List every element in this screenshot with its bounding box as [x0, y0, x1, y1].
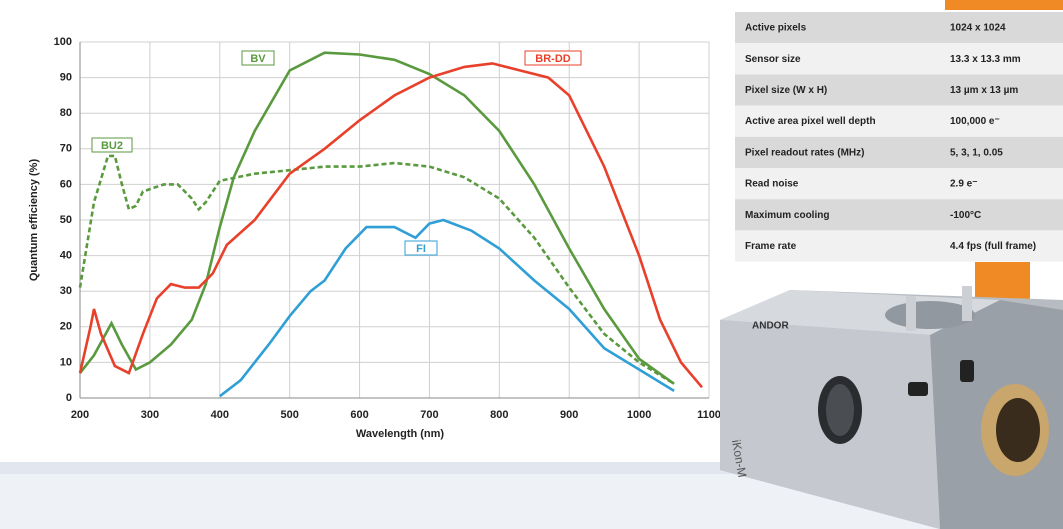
x-tick-label: 500 [280, 409, 298, 421]
x-tick-label: 600 [350, 409, 368, 421]
x-tick-label: 900 [560, 409, 578, 421]
y-tick-label: 30 [60, 285, 72, 297]
table-cell: 2.9 e⁻ [950, 179, 978, 190]
table-cell: Sensor size [745, 54, 801, 65]
series-label: BV [250, 53, 266, 65]
y-tick-label: 60 [60, 178, 72, 190]
table-cell: 4.4 fps (full frame) [950, 241, 1036, 252]
y-tick-label: 0 [66, 392, 72, 404]
page: 0 10 20 30 40 50 60 70 80 90 100 200 300 400 500 600 700… [0, 0, 1063, 529]
table-cell: Pixel size (W x H) [745, 85, 827, 96]
orange-tab [945, 0, 1063, 10]
x-tick-label: 300 [141, 409, 159, 421]
x-tick-label: 700 [420, 409, 438, 421]
x-tick-label: 200 [71, 409, 89, 421]
table-cell: Frame rate [745, 241, 797, 252]
x-tick-label: 1000 [627, 409, 651, 421]
camera-brand: ANDOR [752, 321, 789, 332]
series-label: FI [416, 243, 426, 255]
chart: 0 10 20 30 40 50 60 70 80 90 100 200 300 400 500 600 700… [0, 0, 1063, 529]
table-cell: 13 µm x 13 µm [950, 85, 1018, 96]
y-tick-label: 50 [60, 214, 72, 226]
y-tick-label: 80 [60, 107, 72, 119]
y-tick-label: 20 [60, 321, 72, 333]
table-cell: 5, 3, 1, 0.05 [950, 147, 1003, 158]
table-cell: Read noise [745, 179, 799, 190]
table-cell: 1024 x 1024 [950, 23, 1006, 34]
table-cell: 100,000 e⁻ [950, 116, 1000, 127]
x-tick-label: 400 [211, 409, 229, 421]
table-cell: 13.3 x 13.3 mm [950, 54, 1021, 65]
x-axis-label: Wavelength (nm) [356, 428, 445, 440]
series-label: BR-DD [535, 53, 570, 65]
x-tick-label: 800 [490, 409, 508, 421]
y-tick-label: 100 [54, 36, 72, 48]
y-axis-label: Quantum efficiency (%) [28, 159, 40, 282]
x-tick-label: 1100 [697, 409, 721, 421]
series-label: BU2 [101, 140, 123, 152]
y-tick-label: 90 [60, 72, 72, 84]
y-tick-label: 10 [60, 356, 72, 368]
table-cell: Maximum cooling [745, 210, 829, 221]
table-cell: Active area pixel well depth [745, 116, 876, 127]
table-cell: Pixel readout rates (MHz) [745, 147, 864, 158]
y-tick-label: 40 [60, 250, 72, 262]
y-tick-label: 70 [60, 143, 72, 155]
table-cell: Active pixels [745, 23, 807, 34]
divider [0, 462, 760, 474]
table-cell: -100°C [950, 210, 981, 221]
